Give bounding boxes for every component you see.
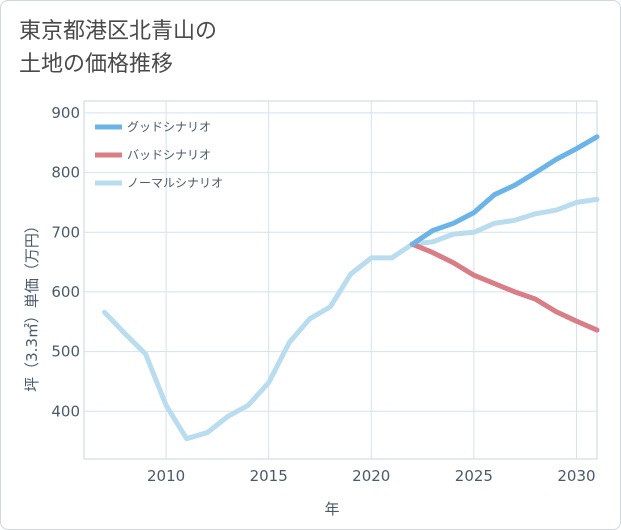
- x-tick-label: 2020: [352, 467, 390, 485]
- legend-label-1: バッドシナリオ: [127, 148, 211, 162]
- plot-frame: [83, 100, 598, 460]
- x-tick-label: 2010: [147, 467, 185, 485]
- x-axis-title: 年: [324, 500, 339, 518]
- y-tick-label: 600: [51, 283, 80, 301]
- series-lines: [102, 134, 600, 442]
- y-tick-label: 900: [51, 104, 80, 122]
- series-line-2: [102, 196, 600, 442]
- y-tick-label: 800: [51, 164, 80, 182]
- legend-label-0: グッドシナリオ: [127, 120, 211, 134]
- series-line-1: [409, 241, 600, 333]
- x-tick-label: 2015: [250, 467, 288, 485]
- series-line-0: [409, 134, 600, 247]
- y-tick-label: 400: [51, 402, 80, 420]
- y-tick-label: 700: [51, 223, 80, 241]
- x-axis-ticks: 2010 2015 2020 2025 2030: [147, 467, 596, 485]
- x-tick-label: 2030: [557, 467, 595, 485]
- y-tick-label: 500: [51, 343, 80, 361]
- chart-title-line2: 土地の価格推移: [19, 52, 174, 77]
- y-axis-ticks: 400 500 600 700 800 900: [51, 104, 80, 420]
- chart-title: 東京都港区北青山の 土地の価格推移: [19, 15, 217, 81]
- y-axis-title: 坪（3.3㎡）単価（万円）: [23, 218, 41, 392]
- x-tick-label: 2025: [455, 467, 493, 485]
- chart-title-line1: 東京都港区北青山の: [19, 19, 218, 44]
- legend-label-2: ノーマルシナリオ: [127, 176, 223, 190]
